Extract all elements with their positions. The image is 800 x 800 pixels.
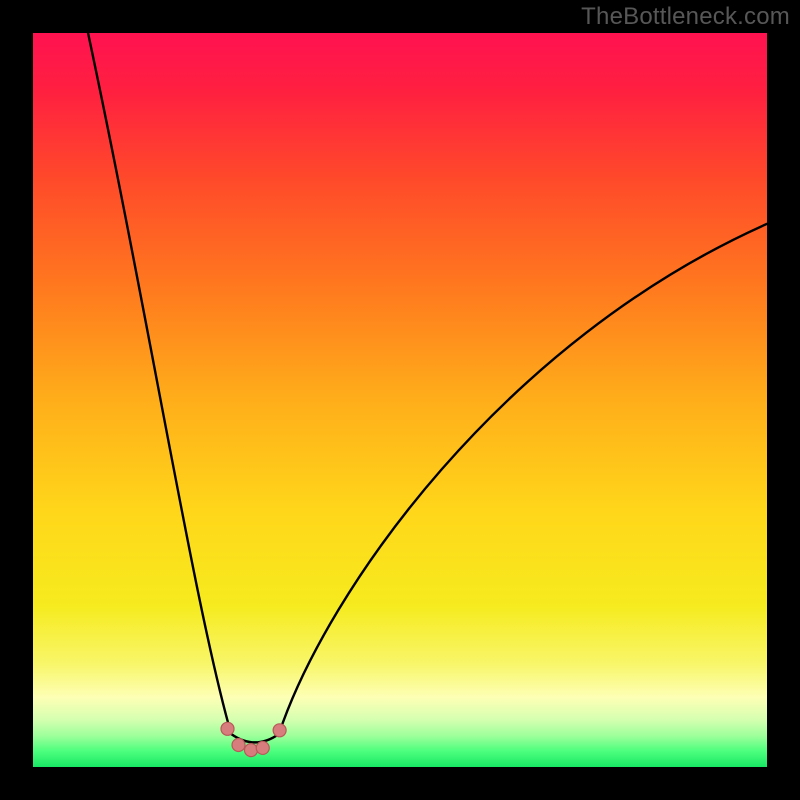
chart-plot-area (33, 33, 767, 767)
curve-layer (33, 33, 767, 767)
curve-marker (273, 724, 286, 737)
attribution-text: TheBottleneck.com (581, 3, 790, 31)
trough-markers (221, 722, 286, 756)
curve-marker (221, 722, 234, 735)
bottleneck-curve (88, 33, 767, 742)
curve-marker (232, 738, 245, 751)
curve-marker (256, 741, 269, 754)
curve-marker (244, 744, 257, 757)
